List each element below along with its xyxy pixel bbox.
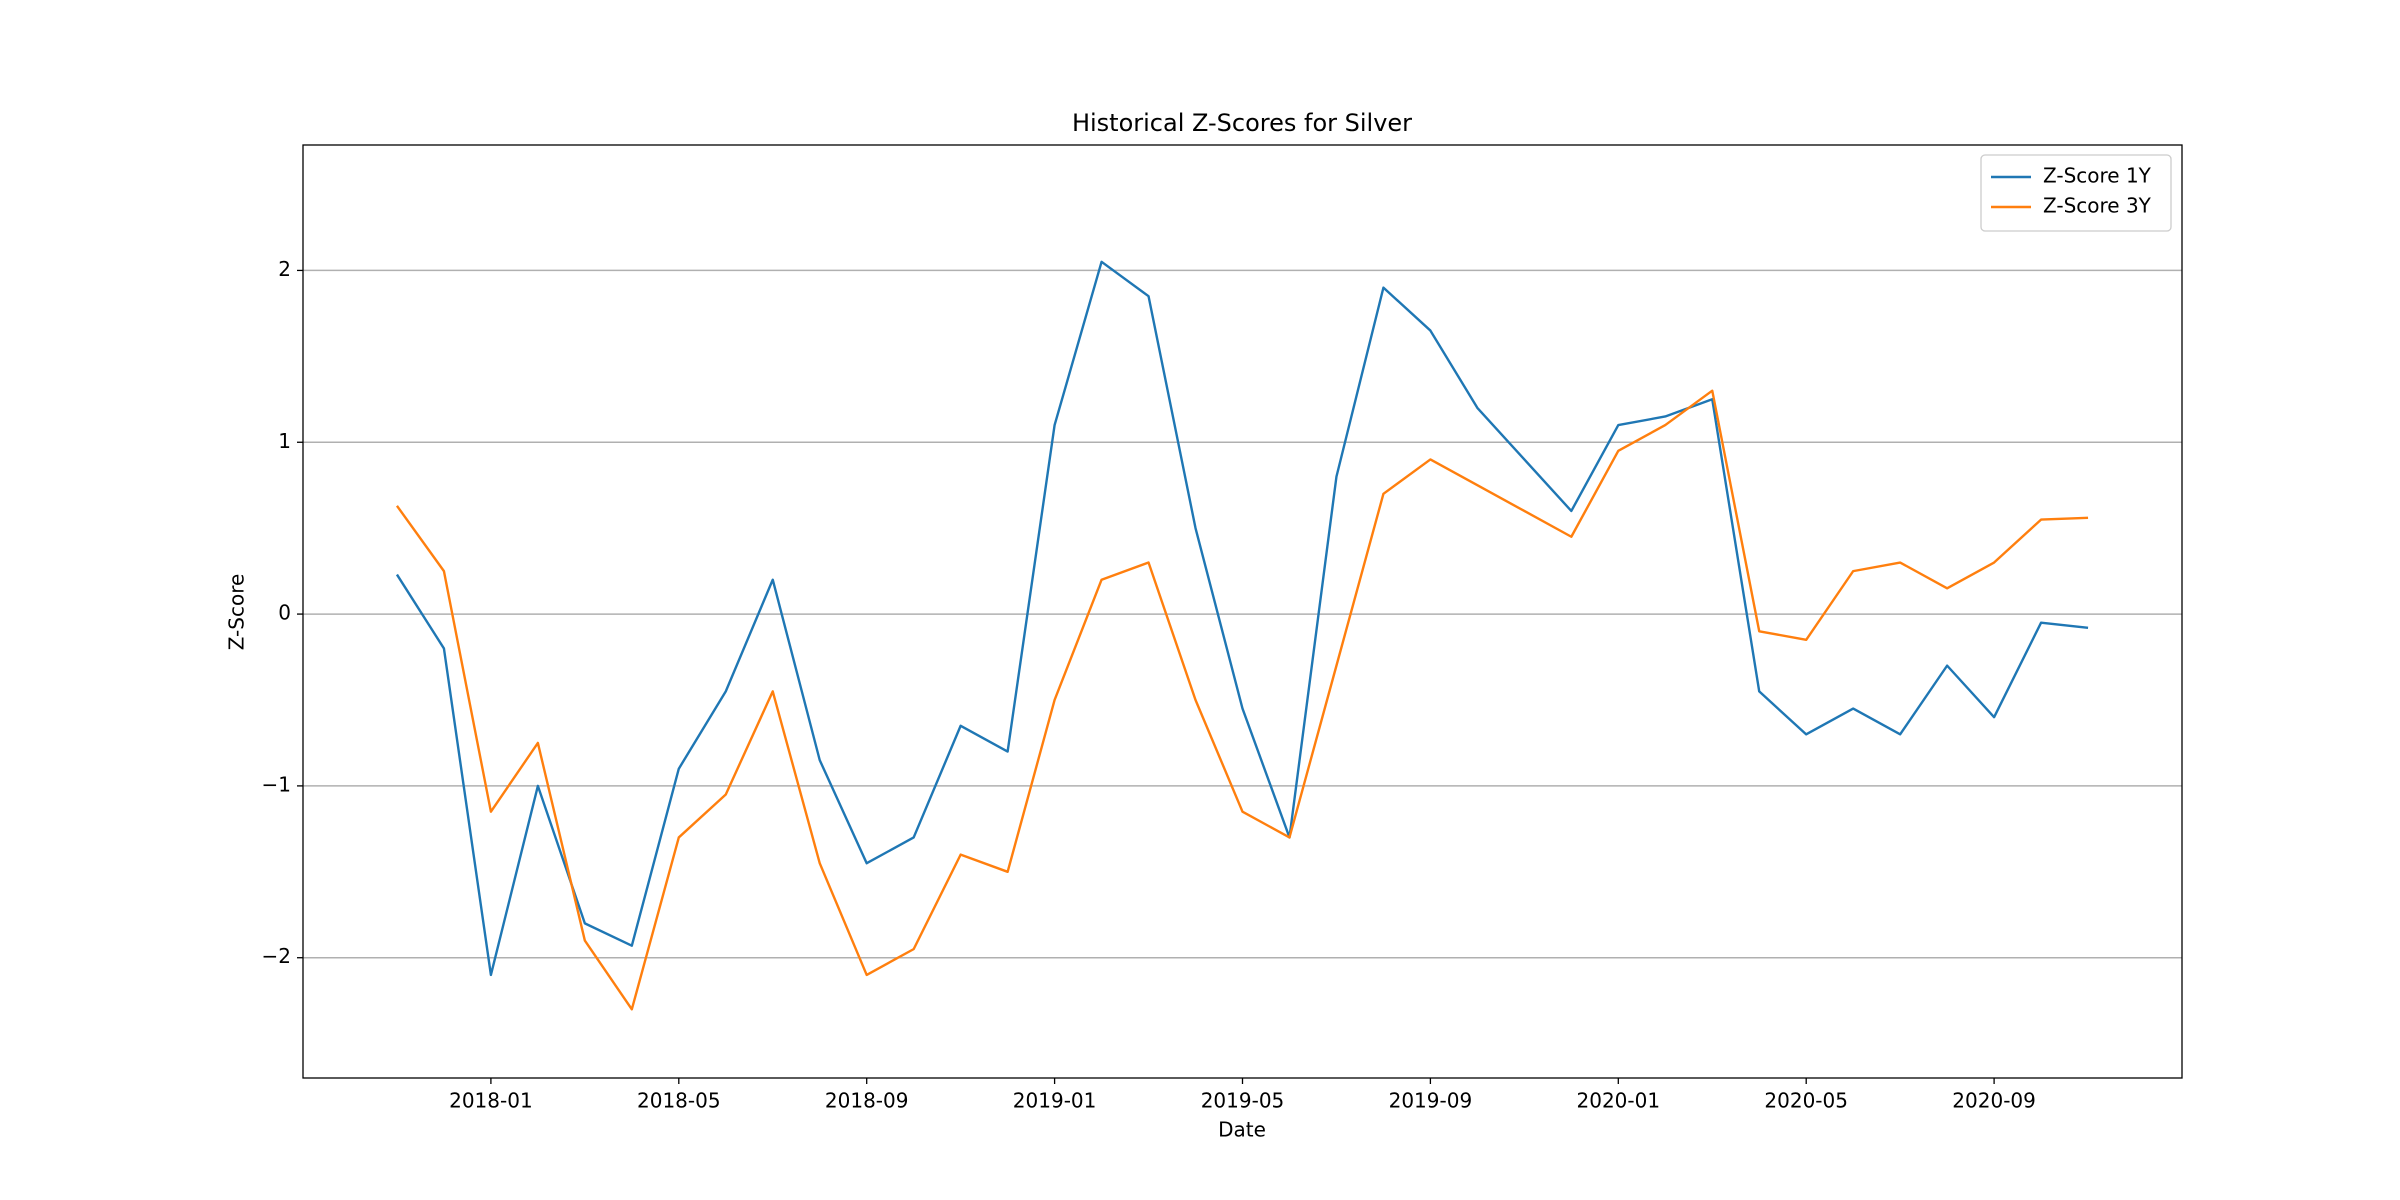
y-tick-label: 0 [278,601,291,625]
legend-label: Z-Score 1Y [2043,164,2152,188]
x-tick-label: 2018-09 [825,1089,909,1113]
legend-box [1980,154,2172,232]
x-axis-label: Date [1218,1118,1266,1142]
y-tick-label: 2 [278,257,291,281]
x-tick-label: 2020-09 [1952,1089,2036,1113]
x-tick-label: 2019-09 [1389,1089,1473,1113]
y-tick-label: 1 [278,429,291,453]
x-tick-label: 2018-05 [637,1089,721,1113]
plot-frame [302,144,2183,1079]
y-tick-label: −1 [262,772,291,796]
y-axis-label: Z-Score [225,574,249,651]
line-series [395,389,2089,1011]
x-tick-label: 2020-05 [1764,1089,1848,1113]
x-tick-label: 2019-01 [1013,1089,1097,1113]
x-tick-label: 2020-01 [1577,1089,1661,1113]
y-tick-label: −2 [262,944,291,968]
chart-title: Historical Z-Scores for Silver [1072,109,1412,137]
legend-label: Z-Score 3Y [2043,194,2152,218]
line-series [395,260,2089,977]
x-tick-label: 2019-05 [1201,1089,1285,1113]
x-tick-label: 2018-01 [449,1089,533,1113]
